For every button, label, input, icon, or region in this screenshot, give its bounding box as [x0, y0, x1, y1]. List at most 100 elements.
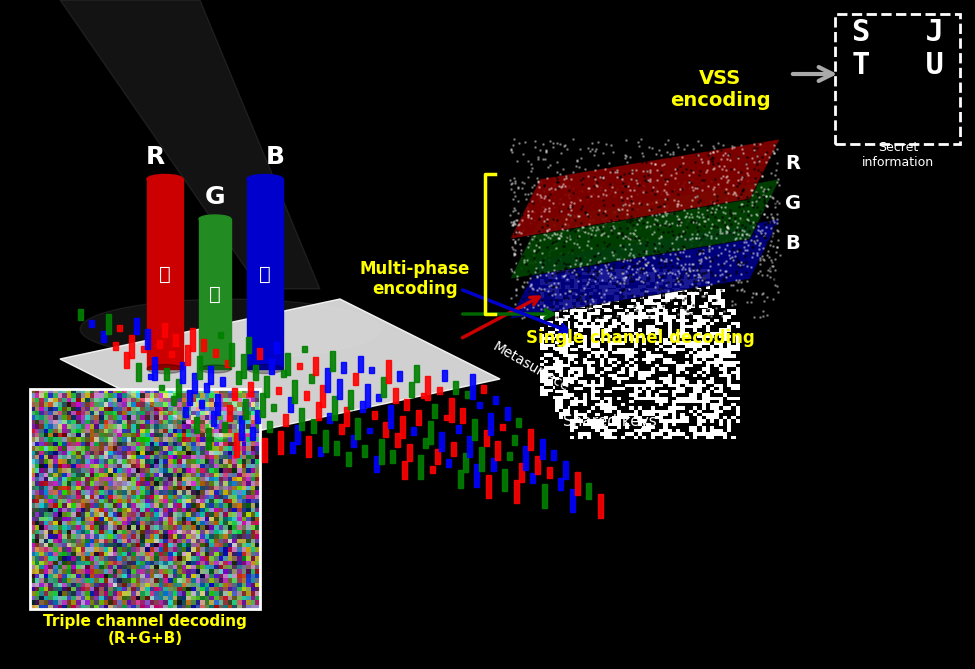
Point [704, 203, 720, 213]
Point [642, 166, 657, 177]
Point [663, 176, 679, 187]
Point [522, 273, 537, 284]
Point [536, 300, 552, 311]
Polygon shape [510, 219, 780, 319]
Point [677, 176, 692, 187]
Point [510, 215, 526, 225]
Point [708, 270, 723, 280]
Bar [542, 484, 547, 508]
Point [663, 208, 679, 219]
Point [722, 270, 738, 280]
Point [503, 145, 519, 155]
Point [647, 266, 663, 276]
Point [748, 187, 763, 198]
Point [583, 231, 599, 242]
Point [627, 191, 643, 201]
Point [524, 159, 539, 169]
Point [686, 183, 702, 194]
Point [603, 262, 618, 273]
Point [635, 252, 650, 262]
Point [615, 250, 631, 261]
Point [626, 229, 642, 240]
Point [557, 218, 572, 229]
Point [549, 167, 565, 178]
Point [676, 157, 691, 168]
Point [607, 248, 623, 259]
Point [567, 288, 583, 299]
Point [767, 270, 783, 281]
Point [617, 197, 633, 207]
Point [556, 248, 571, 259]
Point [581, 219, 597, 230]
Point [640, 165, 655, 176]
Point [683, 165, 699, 176]
Point [568, 161, 584, 172]
Point [636, 218, 651, 229]
Point [698, 277, 714, 288]
Ellipse shape [247, 365, 283, 373]
Point [551, 232, 566, 243]
Point [766, 274, 782, 284]
Point [596, 252, 611, 262]
Point [676, 241, 691, 252]
Point [734, 206, 750, 217]
Point [639, 187, 654, 197]
Point [553, 221, 568, 231]
Point [590, 184, 605, 195]
Point [528, 240, 544, 250]
Bar [105, 314, 110, 334]
Point [586, 266, 602, 277]
Point [670, 274, 685, 285]
Point [621, 239, 637, 250]
Point [667, 278, 682, 289]
Point [622, 196, 638, 207]
Bar [209, 367, 214, 383]
Point [721, 187, 736, 198]
Point [747, 143, 762, 154]
Point [510, 219, 526, 230]
Point [681, 306, 696, 317]
Point [596, 188, 611, 199]
Point [519, 215, 534, 226]
Point [507, 191, 523, 201]
Point [762, 294, 778, 304]
Point [718, 193, 733, 203]
Point [568, 234, 584, 245]
Point [587, 303, 603, 314]
Text: B: B [785, 234, 799, 253]
Point [555, 221, 570, 232]
Point [709, 221, 724, 232]
Point [663, 177, 679, 187]
Point [753, 237, 768, 248]
Point [606, 167, 622, 177]
Point [517, 246, 532, 256]
Point [762, 191, 778, 201]
Point [549, 174, 565, 185]
Point [619, 222, 635, 233]
Point [674, 231, 689, 242]
Point [733, 188, 749, 199]
Point [620, 255, 636, 266]
Point [555, 271, 570, 282]
Bar [164, 368, 169, 380]
Point [648, 247, 664, 258]
Point [696, 290, 712, 301]
Point [507, 176, 523, 187]
Point [682, 258, 697, 269]
Point [622, 221, 638, 232]
Point [731, 275, 747, 286]
Point [584, 252, 600, 263]
Bar [294, 425, 299, 444]
Point [534, 266, 550, 277]
Point [584, 144, 600, 155]
Point [642, 220, 657, 231]
Point [524, 244, 539, 254]
Point [683, 225, 699, 235]
Bar [292, 381, 297, 403]
Point [655, 301, 671, 312]
Point [622, 214, 638, 225]
Point [677, 307, 692, 318]
Point [514, 217, 529, 227]
Point [571, 161, 587, 172]
Point [656, 174, 672, 185]
